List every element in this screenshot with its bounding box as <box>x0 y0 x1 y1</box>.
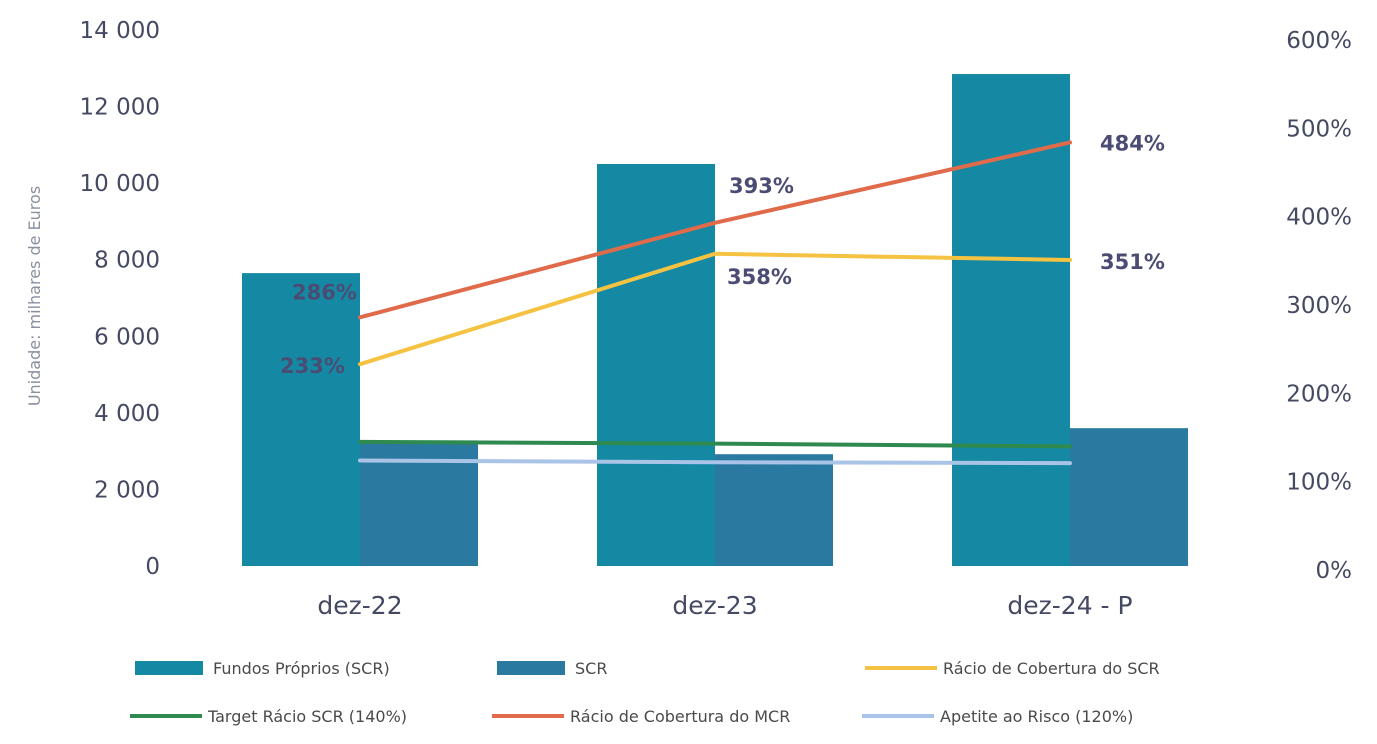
right-tick-label: 300% <box>1286 293 1352 319</box>
bar-scr <box>715 454 833 566</box>
left-axis-ticks: 0 2 000 4 000 6 000 8 000 10 000 12 000 14 000 <box>80 18 160 580</box>
legend-label: Rácio de Cobertura do MCR <box>570 707 790 726</box>
legend-item-racio-cobertura-mcr: Rácio de Cobertura do MCR <box>492 707 790 726</box>
legend-item-fundos-proprios: Fundos Próprios (SCR) <box>135 659 390 678</box>
x-axis-ticks: dez-22 dez-23 dez-24 - P <box>317 591 1132 620</box>
x-tick-label: dez-23 <box>672 591 757 620</box>
x-tick-label: dez-24 - P <box>1007 591 1132 620</box>
bar-fundos-proprios <box>597 164 715 566</box>
left-tick-label: 0 <box>145 554 160 580</box>
right-tick-label: 0% <box>1316 558 1353 584</box>
line-target-racio-scr <box>358 439 1072 449</box>
x-tick-label: dez-22 <box>317 591 402 620</box>
left-tick-label: 2 000 <box>94 477 160 503</box>
line-racio-cobertura-scr <box>358 251 1072 367</box>
label-racio-cobertura-mcr: 484% <box>1100 131 1165 155</box>
bar-fundos-proprios <box>242 273 360 566</box>
legend-swatch <box>497 661 565 675</box>
left-tick-label: 4 000 <box>94 401 160 427</box>
right-tick-label: 200% <box>1286 381 1352 407</box>
right-tick-label: 100% <box>1286 470 1352 496</box>
legend-item-target-racio-scr: Target Rácio SCR (140%) <box>130 707 407 726</box>
legend-item-apetite-risco: Apetite ao Risco (120%) <box>862 707 1133 726</box>
label-racio-cobertura-mcr: 393% <box>729 174 794 198</box>
line-series <box>358 140 1072 466</box>
label-racio-cobertura-scr: 351% <box>1100 250 1165 274</box>
legend-item-scr: SCR <box>497 659 607 678</box>
right-tick-label: 400% <box>1286 205 1352 231</box>
line-racio-cobertura-mcr <box>358 140 1072 320</box>
right-axis-ticks: 0% 100% 200% 300% 400% 500% 600% <box>1286 28 1352 584</box>
bar-scr <box>1070 428 1188 566</box>
label-racio-cobertura-scr: 233% <box>280 354 345 378</box>
legend-swatch <box>135 661 203 675</box>
left-tick-label: 14 000 <box>80 18 160 44</box>
left-tick-label: 10 000 <box>80 171 160 197</box>
left-tick-label: 12 000 <box>80 95 160 121</box>
left-tick-label: 8 000 <box>94 248 160 274</box>
label-racio-cobertura-scr: 358% <box>727 265 792 289</box>
legend-item-racio-cobertura-scr: Rácio de Cobertura do SCR <box>865 659 1160 678</box>
legend-label: Target Rácio SCR (140%) <box>207 707 407 726</box>
legend-label: SCR <box>575 659 607 678</box>
legend-label: Fundos Próprios (SCR) <box>213 659 390 678</box>
legend-label: Apetite ao Risco (120%) <box>940 707 1133 726</box>
left-tick-label: 6 000 <box>94 324 160 350</box>
right-tick-label: 600% <box>1286 28 1352 54</box>
y-axis-label: Unidade: milhares de Euros <box>25 186 44 406</box>
legend-label: Rácio de Cobertura do SCR <box>943 659 1160 678</box>
legend: Fundos Próprios (SCR) SCR Rácio de Cobertu… <box>130 659 1160 726</box>
right-tick-label: 500% <box>1286 116 1352 142</box>
label-racio-cobertura-mcr: 286% <box>292 280 357 304</box>
data-labels: 233% 358% 351% 286% 393% 484% <box>280 131 1165 378</box>
line-apetite-risco <box>358 458 1072 466</box>
